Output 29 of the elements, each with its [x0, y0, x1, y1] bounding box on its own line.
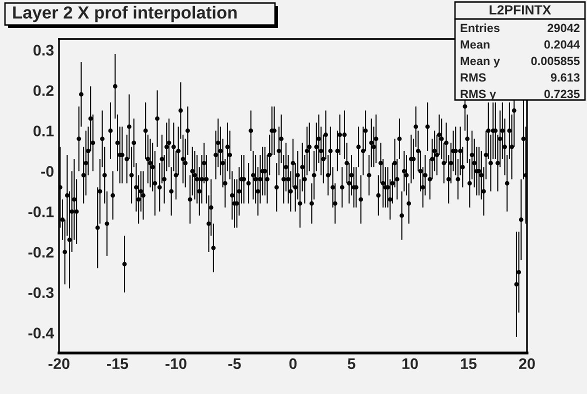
annotation: RMS y	[460, 90, 496, 101]
text: 0.005855	[531, 56, 580, 66]
annotation: Mean y	[460, 56, 500, 68]
chart-title: Layer 2 X prof interpolation	[13, 6, 237, 22]
y-tick-label: -0.3	[28, 287, 54, 298]
text: 0.2044	[544, 40, 580, 49]
x-tick-label: -20	[48, 358, 70, 370]
y-tick-label: -0.1	[28, 206, 54, 218]
y-tick-label: 0.1	[34, 126, 54, 136]
x-tick-label: 0	[289, 358, 297, 370]
x-tick-label: -5	[228, 358, 241, 370]
x-tick-label: 10	[402, 358, 418, 370]
y-tick-label: -0.2	[28, 246, 54, 258]
y-tick-label: 0.3	[34, 44, 54, 56]
x-tick-label: 5	[348, 358, 356, 370]
text: L2PFINTX	[490, 5, 552, 14]
y-tick-label: -0	[41, 166, 54, 177]
x-tick-label: -15	[107, 358, 128, 370]
x-tick-label: -10	[166, 358, 186, 370]
annotation: Mean	[460, 40, 490, 49]
text: 0.7235	[544, 90, 580, 98]
text: 9.613	[550, 73, 580, 82]
y-tick-label: -0.4	[28, 328, 54, 338]
y-tick-label: 0.2	[34, 85, 54, 96]
text: 29042	[548, 24, 580, 32]
text: Entries	[460, 24, 500, 32]
x-tick-label: 15	[460, 358, 477, 370]
x-tick-label: 20	[519, 358, 535, 370]
annotation: RMS	[460, 73, 486, 82]
